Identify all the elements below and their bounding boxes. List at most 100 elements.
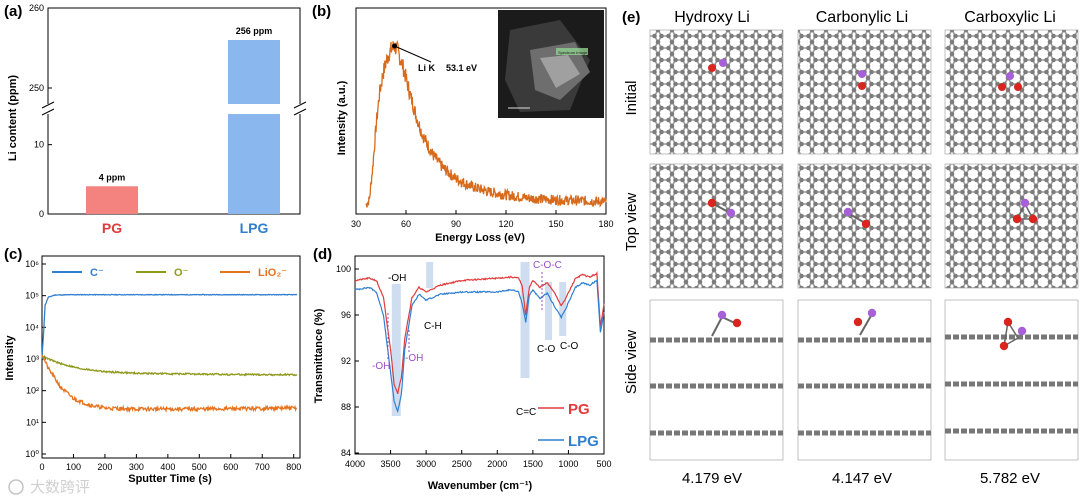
column-header-carboxylic: Carboxylic Li xyxy=(964,9,1056,26)
structure-top-carbonylic xyxy=(797,163,932,289)
legend-o-minus: O⁻ xyxy=(174,267,189,279)
d-ytick-label: 84 xyxy=(341,448,351,458)
panel-a-bars: 4 ppm PG 256 ppm LPG xyxy=(86,26,280,236)
b-xtick-label: 30 xyxy=(351,219,361,229)
panel-d-ticks: 4000 3500 3000 2500 2000 1500 1000 500 84 88 92 96 1… xyxy=(336,264,612,469)
panel-d-ylabel: Transmittance (%) xyxy=(313,308,325,403)
d-xtick-label: 3500 xyxy=(381,459,401,469)
watermark-text: 大数跨评 xyxy=(30,478,90,496)
c-xtick-label: 600 xyxy=(223,462,238,472)
panel-label-c: (c) xyxy=(4,246,22,263)
band-ch-label: C-H xyxy=(424,321,442,332)
c-ytick-label: 10² xyxy=(26,386,39,396)
watermark: 大数跨评 xyxy=(8,478,90,496)
panel-b-inset-micrograph: Spectrum Image xyxy=(498,10,604,118)
legend-lpg: LPG xyxy=(568,433,599,450)
band-oh-label: -OH xyxy=(388,273,406,284)
d-band-shade xyxy=(391,284,401,416)
purple-oh-label-2: -OH xyxy=(405,353,423,364)
d-ytick-label: 96 xyxy=(341,310,351,320)
panel-b-ylabel: Intensity (a.u.) xyxy=(336,80,348,155)
panel-d-frame xyxy=(354,255,605,455)
c-xtick-label: 0 xyxy=(39,462,44,472)
d-series-line xyxy=(354,279,605,414)
panel-b-xticks: 30 60 90 120 150 180 xyxy=(351,210,614,229)
bar-value-label: 4 ppm xyxy=(99,172,126,182)
structure-initial-carbonylic xyxy=(797,29,932,155)
c-series-line xyxy=(41,293,298,359)
panel-c-legend: C⁻ O⁻ LiO₂⁻ xyxy=(52,267,287,279)
a-ytick-label: 10 xyxy=(34,140,44,150)
d-band-shade xyxy=(426,262,434,288)
a-ytick-label: 260 xyxy=(29,3,44,13)
d-xtick-label: 2000 xyxy=(487,459,507,469)
purple-oh-label-1: -OH xyxy=(372,361,390,372)
panel-c-series xyxy=(41,293,298,414)
c-xtick-label: 300 xyxy=(129,462,144,472)
legend-lio2-minus: LiO₂⁻ xyxy=(258,267,287,279)
c-series-line xyxy=(41,355,298,414)
c-xtick-label: 100 xyxy=(66,462,81,472)
energy-hydroxy: 4.179 eV xyxy=(682,470,742,487)
structure-top-hydroxy xyxy=(649,163,784,289)
c-xtick-label: 500 xyxy=(192,462,207,472)
column-header-carbonylic: Carbonylic Li xyxy=(816,9,908,26)
panel-d-bands xyxy=(391,262,567,416)
d-xtick-label: 500 xyxy=(596,459,611,469)
panel-label-d: (d) xyxy=(313,246,332,263)
c-xtick-label: 700 xyxy=(255,462,270,472)
d-xtick-label: 1500 xyxy=(523,459,543,469)
band-co2-label: C-O xyxy=(560,341,579,352)
category-label-pg: PG xyxy=(102,220,122,236)
panel-a-yticks: 0 10 250 260 xyxy=(29,3,52,219)
panel-c-xlabel: Sputter Time (s) xyxy=(128,473,212,485)
d-ytick-label: 100 xyxy=(336,264,351,274)
panel-label-a: (a) xyxy=(4,3,22,20)
energy-carboxylic: 5.782 eV xyxy=(980,470,1040,487)
panel-c-ticks: 0 100 200 300 400 500 600 700 800 10⁰ 10¹ 10² 10³ 10⁴… xyxy=(25,259,301,472)
a-ytick-label: 0 xyxy=(39,209,44,219)
c-xtick-label: 200 xyxy=(97,462,112,472)
panel-b-eels-chart: (b) Intensity (a.u.) 30 60 90 120 150 180 Ene… xyxy=(312,3,614,244)
b-xtick-label: 150 xyxy=(548,219,563,229)
structure-side-carboxylic xyxy=(944,299,1079,461)
c-xtick-label: 400 xyxy=(160,462,175,472)
d-xtick-label: 3000 xyxy=(416,459,436,469)
structure-top-carboxylic xyxy=(944,163,1079,289)
c-ytick-label: 10⁶ xyxy=(25,259,39,269)
d-band-shade xyxy=(559,282,567,336)
legend-c-minus: C⁻ xyxy=(90,267,104,279)
peak-label: Li K xyxy=(418,63,435,73)
d-xtick-label: 2500 xyxy=(452,459,472,469)
b-xtick-label: 120 xyxy=(498,219,513,229)
bar-lpg xyxy=(228,40,280,214)
structure-initial-hydroxy xyxy=(649,29,784,155)
panel-label-b: (b) xyxy=(312,3,331,20)
a-ytick-label: 250 xyxy=(29,83,44,93)
panel-d-xlabel: Wavenumber (cm⁻¹) xyxy=(428,480,533,492)
bar-pg xyxy=(86,186,138,214)
d-band-shade xyxy=(545,282,553,340)
panel-d-legend: PG LPG xyxy=(538,401,599,450)
peak-value: 53.1 eV xyxy=(446,63,477,73)
panel-c-ylabel: Intensity xyxy=(4,335,16,381)
d-ytick-label: 92 xyxy=(341,356,351,366)
panel-d-series xyxy=(354,270,605,414)
band-cc-label: C=C xyxy=(516,407,536,418)
c-ytick-label: 10⁵ xyxy=(25,291,39,301)
structure-initial-carboxylic xyxy=(944,29,1079,155)
category-label-lpg: LPG xyxy=(240,220,269,236)
inset-spectrum-label: Spectrum Image xyxy=(558,50,588,55)
b-xtick-label: 180 xyxy=(598,219,613,229)
d-xtick-label: 4000 xyxy=(345,459,365,469)
panel-a-bar-chart: (a) Li content (ppm) 0 10 250 260 4 ppm PG 25… xyxy=(4,3,307,236)
panel-e-dft-structures: (e) Hydroxy Li Carbonylic Li Carboxylic … xyxy=(622,9,1079,487)
panel-a-axis-break xyxy=(41,101,307,116)
c-xtick-label: 800 xyxy=(286,462,301,472)
d-xtick-label: 1000 xyxy=(558,459,578,469)
panel-b-xlabel: Energy Loss (eV) xyxy=(435,232,525,244)
bar-value-label: 256 ppm xyxy=(236,26,273,36)
b-xtick-label: 90 xyxy=(451,219,461,229)
panel-d-band-labels: -OH C-H C=C C-O-C C-O C-O -OH -OH xyxy=(372,260,579,418)
